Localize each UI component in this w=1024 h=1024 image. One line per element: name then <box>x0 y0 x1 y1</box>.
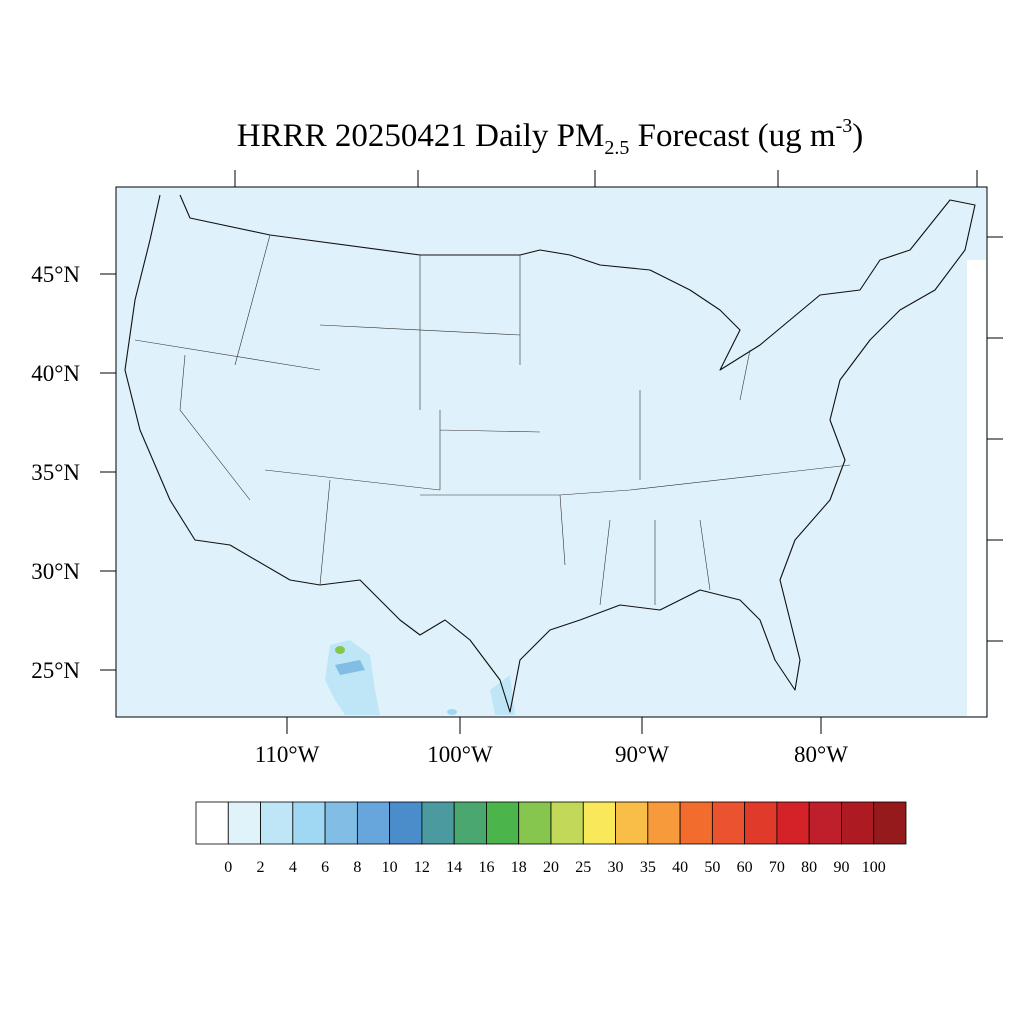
colorbar-label: 60 <box>737 859 753 876</box>
colorbar-swatch <box>324 801 358 845</box>
colorbar-label: 80 <box>801 859 817 876</box>
coastline <box>124 194 976 713</box>
colorbar-swatch <box>486 801 520 845</box>
colorbar-label: 100 <box>862 859 886 876</box>
colorbar-label: 8 <box>353 859 361 876</box>
colorbar-swatch <box>647 801 681 845</box>
no-data-strip <box>967 260 986 716</box>
colorbar-swatch <box>356 801 391 845</box>
colorbar-label: 20 <box>543 859 559 876</box>
colorbar-label: 18 <box>511 859 527 876</box>
frame-ticks <box>234 170 1003 642</box>
title-superscript: -3 <box>836 115 853 137</box>
lon-label: 110°W <box>255 742 320 767</box>
colorbar-swatch <box>744 801 778 845</box>
colorbar-swatch <box>776 801 810 845</box>
colorbar-swatch <box>453 801 487 845</box>
colorbar-label: 0 <box>224 859 232 876</box>
state-lines <box>134 234 851 606</box>
lat-label: 30°N <box>31 559 80 584</box>
colorbar-swatch <box>260 801 294 845</box>
colorbar-swatch <box>518 801 552 845</box>
title-subscript: 2.5 <box>604 137 629 159</box>
colorbar-label: 12 <box>414 859 430 876</box>
lat-label: 45°N <box>31 262 80 287</box>
colorbar-label: 16 <box>478 859 494 876</box>
lat-label: 40°N <box>31 361 80 386</box>
map-title: HRRR 20250421 Daily PM2.5 Forecast (ug m… <box>237 115 864 159</box>
field-background <box>116 187 987 717</box>
title-main: HRRR 20250421 Daily PM <box>237 118 605 154</box>
colorbar-label: 90 <box>833 859 849 876</box>
colorbar-swatch <box>389 801 423 845</box>
colorbar-label: 40 <box>672 859 688 876</box>
colorbar-label: 50 <box>704 859 720 876</box>
colorbar-swatch <box>550 801 584 845</box>
pm-plumes <box>325 640 515 715</box>
colorbar-swatch <box>711 801 746 845</box>
colorbar-label: 30 <box>608 859 624 876</box>
colorbar-swatch <box>615 801 649 845</box>
colorbar: 0 2 4 6 8 10 12 14 16 18 20 25 30 35 40 50 60 70 80 90 100 <box>195 801 907 876</box>
colorbar-swatch <box>582 801 616 845</box>
colorbar-swatch <box>841 801 875 845</box>
lat-label: 35°N <box>31 460 80 485</box>
colorbar-label: 10 <box>382 859 398 876</box>
map-frame <box>115 186 988 718</box>
colorbar-swatch <box>873 801 907 845</box>
title-middle: Forecast (ug m <box>629 118 836 154</box>
lon-label: 90°W <box>615 742 669 767</box>
colorbar-label: 6 <box>321 859 329 876</box>
lon-label: 100°W <box>427 742 493 767</box>
colorbar-swatch <box>195 801 229 845</box>
colorbar-swatch <box>421 801 455 845</box>
colorbar-label: 2 <box>257 859 265 876</box>
colorbar-swatch <box>679 801 713 845</box>
lat-label: 25°N <box>31 658 80 683</box>
lon-label: 80°W <box>794 742 848 767</box>
colorbar-label: 25 <box>575 859 591 876</box>
colorbar-swatch <box>227 801 261 845</box>
colorbar-label: 4 <box>289 859 297 876</box>
colorbar-label: 70 <box>769 859 785 876</box>
colorbar-swatch <box>808 801 842 845</box>
colorbar-label: 35 <box>640 859 656 876</box>
colorbar-swatch <box>292 801 326 845</box>
axes: 25°N 30°N 35°N 40°N 45°N 110°W 100°W 90°W 80°W <box>31 262 848 767</box>
colorbar-label: 14 <box>446 859 462 876</box>
map-panel <box>115 170 1003 718</box>
title-end: ) <box>852 118 863 154</box>
